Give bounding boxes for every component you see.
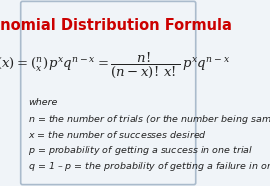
Text: $n$ = the number of trials (or the number being sampled): $n$ = the number of trials (or the numbe… <box>28 113 270 126</box>
FancyBboxPatch shape <box>21 1 196 185</box>
Text: $q$ = 1 – $p$ = the probability of getting a failure in one trial: $q$ = 1 – $p$ = the probability of getti… <box>28 160 270 173</box>
Text: $P(x) = \binom{n}{x} p^x q^{n-x} = \dfrac{n!}{(n-x)!\, x!}\, p^x q^{n-x}$: $P(x) = \binom{n}{x} p^x q^{n-x} = \dfra… <box>0 51 230 80</box>
Text: Binomial Distribution Formula: Binomial Distribution Formula <box>0 18 232 33</box>
Text: where: where <box>28 99 57 108</box>
Text: $x$ = the number of successes desired: $x$ = the number of successes desired <box>28 129 207 140</box>
Text: $p$ = probability of getting a success in one trial: $p$ = probability of getting a success i… <box>28 144 253 157</box>
